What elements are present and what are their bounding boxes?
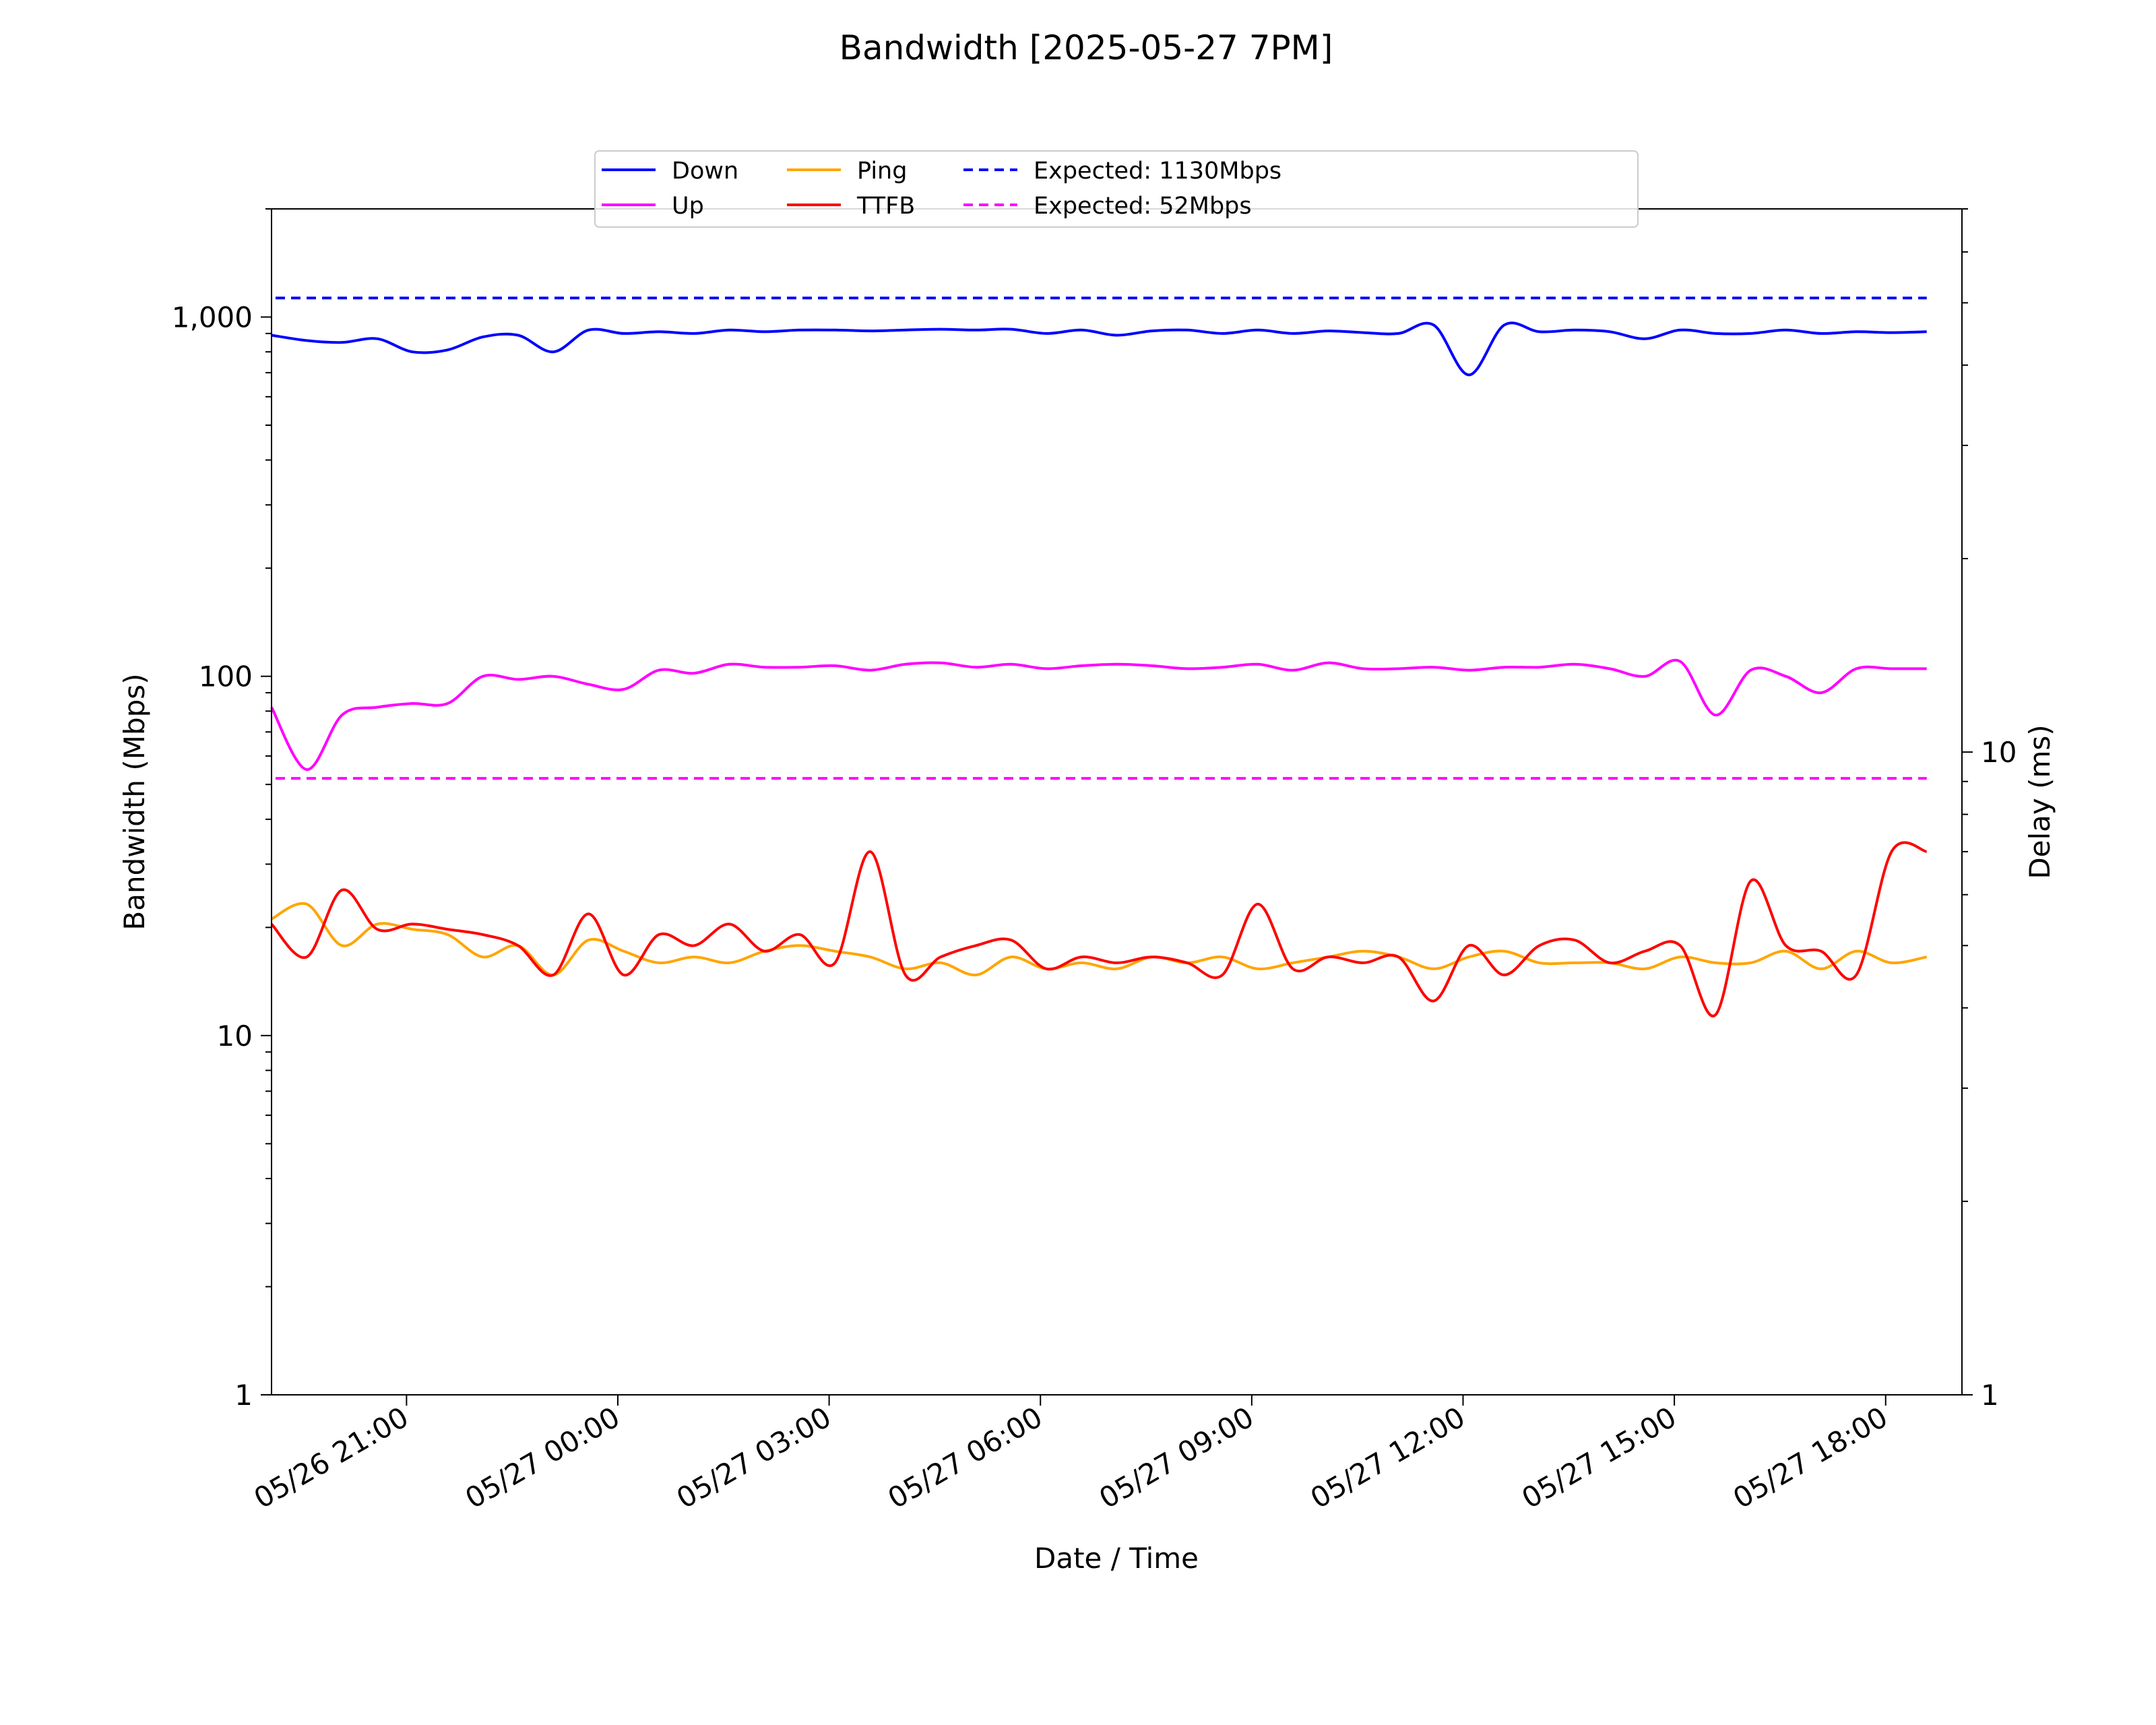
right-y-tick-label: 1	[1981, 1379, 1999, 1412]
legend-item-expected-52mbps: Expected: 52Mbps	[963, 193, 1252, 220]
legend-label: Down	[672, 158, 738, 185]
x-axis-label: Date / Time	[1034, 1542, 1199, 1575]
legend-item-ping: Ping	[787, 158, 907, 185]
legend: Down Up Ping TTFB Expected: 1130Mbps Expected…	[594, 150, 1639, 228]
legend-item-expected-1130mbps: Expected: 1130Mbps	[963, 158, 1281, 185]
y-axis-label-left: Bandwidth (Mbps)	[118, 673, 151, 930]
legend-label: Ping	[857, 158, 907, 185]
legend-label: Up	[672, 193, 704, 220]
left-y-tick-label: 1,000	[172, 301, 253, 334]
chart-title: Bandwidth [2025-05-27 7PM]	[839, 28, 1333, 67]
series-line-ping	[271, 902, 1928, 976]
legend-item-ttfb: TTFB	[787, 193, 915, 220]
series-line-up	[270, 658, 1927, 772]
left-y-tick-label: 1	[234, 1379, 253, 1412]
legend-label: Expected: 52Mbps	[1034, 193, 1252, 220]
legend-label: Expected: 1130Mbps	[1034, 158, 1281, 185]
series-line-ttfb	[270, 841, 1928, 1017]
series-layer	[270, 296, 1928, 1017]
legend-item-down: Down	[602, 158, 738, 185]
left-y-tick-label: 100	[199, 660, 253, 693]
legend-label: TTFB	[856, 193, 915, 220]
legend-box	[594, 150, 1639, 228]
legend-item-up: Up	[602, 193, 704, 220]
right-y-tick-label: 10	[1981, 736, 2017, 769]
left-y-tick-label: 10	[217, 1020, 253, 1053]
y-axis-label-right: Delay (ms)	[2023, 724, 2056, 879]
series-line-down	[271, 321, 1927, 377]
